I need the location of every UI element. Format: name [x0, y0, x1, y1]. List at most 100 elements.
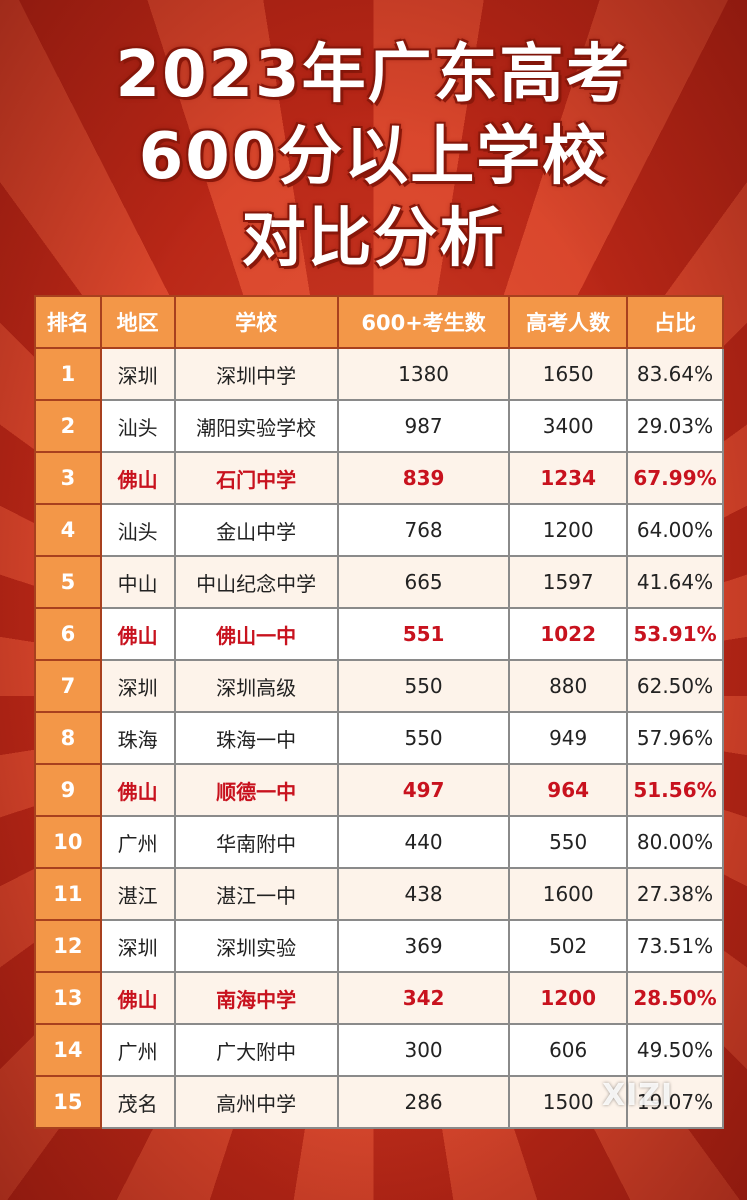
cell-total: 880 — [508, 659, 629, 713]
cell-school: 深圳实验 — [173, 919, 339, 973]
cell-school: 广大附中 — [173, 1023, 339, 1077]
title-line-1: 2023年广东高考 — [115, 38, 632, 112]
cell-region: 中山 — [99, 555, 176, 609]
cell-ratio: 19.07% — [626, 1075, 724, 1129]
cell-region: 汕头 — [99, 503, 176, 557]
cell-ratio: 53.91% — [626, 607, 724, 661]
cell-total: 550 — [508, 815, 629, 869]
table-row: 1 深圳 深圳中学 1380 1650 83.64% — [34, 347, 724, 401]
cell-rank: 2 — [34, 399, 102, 453]
cell-region: 深圳 — [99, 347, 176, 401]
cell-school: 深圳高级 — [173, 659, 339, 713]
cell-count600: 550 — [336, 659, 511, 713]
header-total: 高考人数 — [508, 295, 629, 349]
cell-rank: 11 — [34, 867, 102, 921]
cell-school: 珠海一中 — [173, 711, 339, 765]
table-row: 5 中山 中山纪念中学 665 1597 41.64% — [34, 555, 724, 609]
cell-school: 深圳中学 — [173, 347, 339, 401]
cell-school: 顺德一中 — [173, 763, 339, 817]
cell-count600: 497 — [336, 763, 511, 817]
title-line-2: 600分以上学校 — [138, 120, 609, 194]
cell-count600: 342 — [336, 971, 511, 1025]
cell-count600: 987 — [336, 399, 511, 453]
cell-rank: 14 — [34, 1023, 102, 1077]
cell-rank: 10 — [34, 815, 102, 869]
table-row: 12 深圳 深圳实验 369 502 73.51% — [34, 919, 724, 973]
cell-ratio: 57.96% — [626, 711, 724, 765]
cell-total: 1600 — [508, 867, 629, 921]
cell-total: 1234 — [508, 451, 629, 505]
table-row: 11 湛江 湛江一中 438 1600 27.38% — [34, 867, 724, 921]
cell-region: 深圳 — [99, 919, 176, 973]
cell-region: 佛山 — [99, 971, 176, 1025]
cell-region: 广州 — [99, 815, 176, 869]
cell-rank: 13 — [34, 971, 102, 1025]
cell-count600: 286 — [336, 1075, 511, 1129]
table-row: 10 广州 华南附中 440 550 80.00% — [34, 815, 724, 869]
cell-region: 深圳 — [99, 659, 176, 713]
cell-region: 佛山 — [99, 607, 176, 661]
table-header-row: 排名 地区 学校 600+考生数 高考人数 占比 — [34, 295, 724, 349]
cell-region: 佛山 — [99, 763, 176, 817]
cell-rank: 3 — [34, 451, 102, 505]
cell-total: 1500 — [508, 1075, 629, 1129]
cell-ratio: 27.38% — [626, 867, 724, 921]
cell-ratio: 41.64% — [626, 555, 724, 609]
table-row: 7 深圳 深圳高级 550 880 62.50% — [34, 659, 724, 713]
cell-total: 1200 — [508, 971, 629, 1025]
cell-region: 茂名 — [99, 1075, 176, 1129]
cell-ratio: 28.50% — [626, 971, 724, 1025]
header-count600: 600+考生数 — [336, 295, 511, 349]
table-row: 4 汕头 金山中学 768 1200 64.00% — [34, 503, 724, 557]
cell-region: 佛山 — [99, 451, 176, 505]
cell-total: 964 — [508, 763, 629, 817]
cell-rank: 8 — [34, 711, 102, 765]
cell-rank: 9 — [34, 763, 102, 817]
cell-total: 606 — [508, 1023, 629, 1077]
cell-ratio: 51.56% — [626, 763, 724, 817]
cell-count600: 438 — [336, 867, 511, 921]
cell-school: 金山中学 — [173, 503, 339, 557]
cell-ratio: 29.03% — [626, 399, 724, 453]
table-body: 1 深圳 深圳中学 1380 1650 83.64% 2 汕头 潮阳实验学校 987 3400 29.… — [34, 347, 724, 1129]
title-line-3: 对比分析 — [241, 202, 506, 276]
header-school: 学校 — [173, 295, 339, 349]
cell-rank: 6 — [34, 607, 102, 661]
cell-ratio: 67.99% — [626, 451, 724, 505]
cell-rank: 4 — [34, 503, 102, 557]
cell-rank: 1 — [34, 347, 102, 401]
cell-ratio: 62.50% — [626, 659, 724, 713]
table-row: 6 佛山 佛山一中 551 1022 53.91% — [34, 607, 724, 661]
cell-total: 949 — [508, 711, 629, 765]
cell-count600: 300 — [336, 1023, 511, 1077]
cell-count600: 551 — [336, 607, 511, 661]
table-row: 13 佛山 南海中学 342 1200 28.50% — [34, 971, 724, 1025]
cell-total: 1650 — [508, 347, 629, 401]
cell-ratio: 83.64% — [626, 347, 724, 401]
cell-total: 1200 — [508, 503, 629, 557]
cell-ratio: 80.00% — [626, 815, 724, 869]
header-rank: 排名 — [34, 295, 102, 349]
cell-region: 广州 — [99, 1023, 176, 1077]
table-row: 3 佛山 石门中学 839 1234 67.99% — [34, 451, 724, 505]
cell-school: 佛山一中 — [173, 607, 339, 661]
cell-region: 汕头 — [99, 399, 176, 453]
cell-count600: 839 — [336, 451, 511, 505]
cell-total: 1597 — [508, 555, 629, 609]
table-row: 8 珠海 珠海一中 550 949 57.96% — [34, 711, 724, 765]
cell-ratio: 49.50% — [626, 1023, 724, 1077]
cell-school: 湛江一中 — [173, 867, 339, 921]
cell-total: 1022 — [508, 607, 629, 661]
cell-ratio: 73.51% — [626, 919, 724, 973]
cell-school: 高州中学 — [173, 1075, 339, 1129]
header-ratio: 占比 — [626, 295, 724, 349]
cell-school: 潮阳实验学校 — [173, 399, 339, 453]
cell-rank: 7 — [34, 659, 102, 713]
cell-ratio: 64.00% — [626, 503, 724, 557]
cell-school: 南海中学 — [173, 971, 339, 1025]
cell-total: 502 — [508, 919, 629, 973]
cell-rank: 12 — [34, 919, 102, 973]
cell-rank: 15 — [34, 1075, 102, 1129]
watermark-logo: XIZI — [602, 1078, 674, 1113]
ranking-table: 排名 地区 学校 600+考生数 高考人数 占比 1 深圳 深圳中学 1380 1650… — [34, 295, 724, 1129]
